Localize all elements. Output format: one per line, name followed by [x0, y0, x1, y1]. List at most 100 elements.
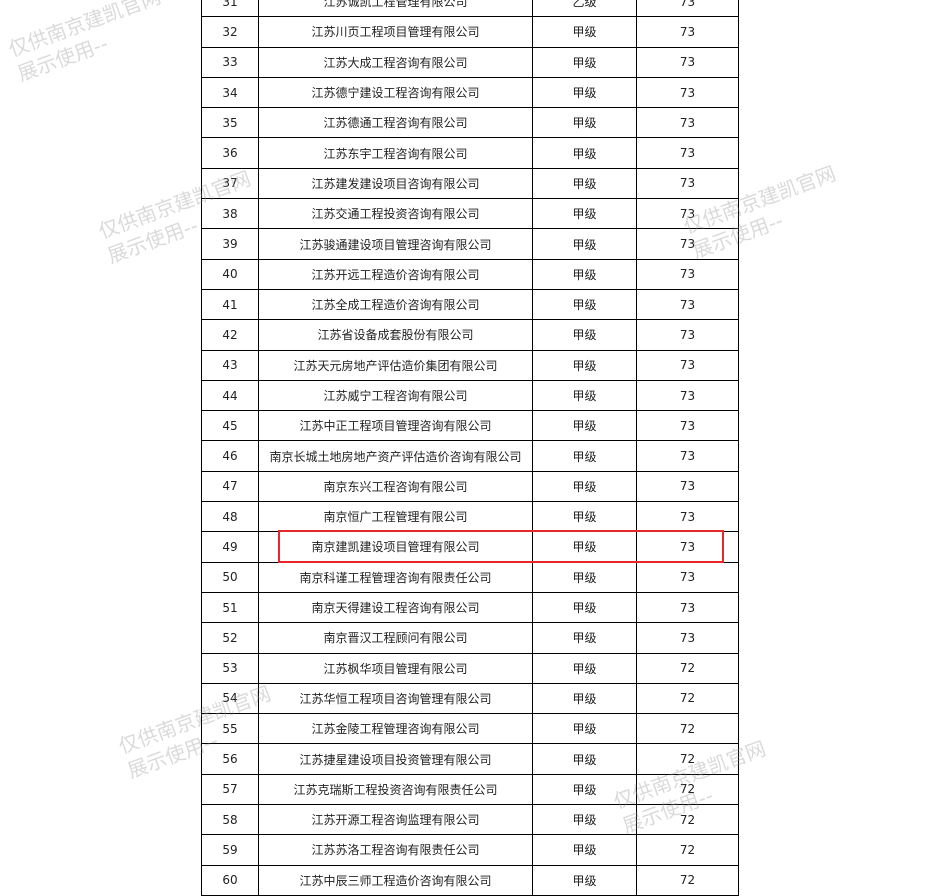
score-cell: 73 [636, 531, 739, 563]
rank-cell: 57 [201, 773, 259, 806]
grade-cell: 甲级 [532, 228, 637, 260]
score-cell: 73 [636, 410, 739, 442]
grade-cell: 乙级 [532, 0, 637, 18]
company-name-cell: 南京天得建设工程咨询有限公司 [258, 591, 533, 624]
rank-cell: 37 [201, 167, 259, 200]
company-name-cell: 江苏苏洛工程咨询有限责任公司 [258, 834, 533, 866]
rank-cell: 56 [201, 743, 259, 775]
score-cell: 72 [636, 834, 739, 866]
company-name-cell: 江苏枫华项目管理有限公司 [258, 652, 533, 684]
score-cell: 73 [636, 258, 739, 290]
rank-cell: 47 [201, 470, 259, 503]
table-row: 58 江苏开源工程咨询监理有限公司 甲级 72 [201, 804, 739, 836]
company-name-cell: 江苏诚凯工程管理有限公司 [258, 0, 533, 18]
grade-cell: 甲级 [532, 622, 637, 654]
grade-cell: 甲级 [532, 288, 637, 321]
company-name-cell: 江苏交通工程投资咨询有限公司 [258, 198, 533, 230]
rank-cell: 40 [201, 258, 259, 290]
grade-cell: 甲级 [532, 319, 637, 351]
table-row: 35 江苏德通工程咨询有限公司 甲级 73 [201, 107, 739, 139]
company-name-cell: 江苏中辰三师工程造价咨询有限公司 [258, 864, 533, 896]
company-name-cell: 南京科谨工程管理咨询有限责任公司 [258, 561, 533, 593]
table-row: 47 南京东兴工程咨询有限公司 甲级 73 [201, 470, 739, 503]
table-row: 44 江苏威宁工程咨询有限公司 甲级 73 [201, 379, 739, 412]
company-name-cell: 南京东兴工程咨询有限公司 [258, 470, 533, 503]
grade-cell: 甲级 [532, 379, 637, 412]
score-cell: 73 [636, 198, 739, 230]
company-name-cell: 南京恒广工程管理有限公司 [258, 501, 533, 533]
rank-cell: 36 [201, 137, 259, 169]
grade-cell: 甲级 [532, 531, 637, 563]
grade-cell: 甲级 [532, 258, 637, 290]
table-row: 36 江苏东宇工程咨询有限公司 甲级 73 [201, 137, 739, 169]
rank-cell: 33 [201, 46, 259, 78]
company-name-cell: 江苏全成工程造价咨询有限公司 [258, 288, 533, 321]
grade-cell: 甲级 [532, 470, 637, 503]
score-cell: 73 [636, 319, 739, 351]
grade-cell: 甲级 [532, 198, 637, 230]
company-name-cell: 江苏大成工程咨询有限公司 [258, 46, 533, 78]
rank-cell: 55 [201, 713, 259, 745]
score-cell: 73 [636, 440, 739, 472]
grade-cell: 甲级 [532, 410, 637, 442]
table-row: 51 南京天得建设工程咨询有限公司 甲级 73 [201, 591, 739, 624]
score-cell: 72 [636, 743, 739, 775]
company-name-cell: 江苏中正工程项目管理咨询有限公司 [258, 410, 533, 442]
table-row: 59 江苏苏洛工程咨询有限责任公司 甲级 72 [201, 834, 739, 866]
score-cell: 73 [636, 46, 739, 78]
table-row: 32 江苏川页工程项目管理有限公司 甲级 73 [201, 16, 739, 48]
company-name-cell: 江苏华恒工程项目咨询管理有限公司 [258, 682, 533, 715]
score-cell: 73 [636, 349, 739, 381]
rank-cell: 60 [201, 864, 259, 896]
table-row: 31 江苏诚凯工程管理有限公司 乙级 73 [201, 0, 739, 18]
grade-cell: 甲级 [532, 137, 637, 169]
score-cell: 72 [636, 713, 739, 745]
company-name-cell: 江苏金陵工程管理咨询有限公司 [258, 713, 533, 745]
grade-cell: 甲级 [532, 76, 637, 109]
grade-cell: 甲级 [532, 167, 637, 200]
score-cell: 73 [636, 167, 739, 200]
rank-cell: 54 [201, 682, 259, 715]
score-cell: 73 [636, 107, 739, 139]
score-cell: 73 [636, 470, 739, 503]
company-name-cell: 江苏克瑞斯工程投资咨询有限责任公司 [258, 773, 533, 806]
score-cell: 73 [636, 76, 739, 109]
grade-cell: 甲级 [532, 16, 637, 48]
rank-cell: 38 [201, 198, 259, 230]
rank-cell: 59 [201, 834, 259, 866]
rank-cell: 50 [201, 561, 259, 593]
score-cell: 73 [636, 622, 739, 654]
table-row: 53 江苏枫华项目管理有限公司 甲级 72 [201, 652, 739, 684]
rank-cell: 35 [201, 107, 259, 139]
grade-cell: 甲级 [532, 682, 637, 715]
company-name-cell: 江苏开远工程造价咨询有限公司 [258, 258, 533, 290]
table-row: 38 江苏交通工程投资咨询有限公司 甲级 73 [201, 198, 739, 230]
table-row: 45 江苏中正工程项目管理咨询有限公司 甲级 73 [201, 410, 739, 442]
grade-cell: 甲级 [532, 440, 637, 472]
grade-cell: 甲级 [532, 561, 637, 593]
grade-cell: 甲级 [532, 501, 637, 533]
score-cell: 73 [636, 501, 739, 533]
table-row: 50 南京科谨工程管理咨询有限责任公司 甲级 73 [201, 561, 739, 593]
ranking-table: 31 江苏诚凯工程管理有限公司 乙级 73 32 江苏川页工程项目管理有限公司 甲级 73 33… [201, 0, 739, 896]
rank-cell: 45 [201, 410, 259, 442]
table-row: 54 江苏华恒工程项目咨询管理有限公司 甲级 72 [201, 682, 739, 715]
grade-cell: 甲级 [532, 804, 637, 836]
grade-cell: 甲级 [532, 773, 637, 806]
table-row: 40 江苏开远工程造价咨询有限公司 甲级 73 [201, 258, 739, 290]
table-row: 37 江苏建发建设项目咨询有限公司 甲级 73 [201, 167, 739, 200]
company-name-cell: 江苏省设备成套股份有限公司 [258, 319, 533, 351]
grade-cell: 甲级 [532, 713, 637, 745]
table-row: 49 南京建凯建设项目管理有限公司 甲级 73 [201, 531, 739, 563]
score-cell: 72 [636, 652, 739, 684]
table-row: 48 南京恒广工程管理有限公司 甲级 73 [201, 501, 739, 533]
rank-cell: 48 [201, 501, 259, 533]
table-row: 39 江苏骏通建设项目管理咨询有限公司 甲级 73 [201, 228, 739, 260]
rank-cell: 46 [201, 440, 259, 472]
grade-cell: 甲级 [532, 864, 637, 896]
table-row: 33 江苏大成工程咨询有限公司 甲级 73 [201, 46, 739, 78]
rank-cell: 44 [201, 379, 259, 412]
grade-cell: 甲级 [532, 107, 637, 139]
score-cell: 73 [636, 379, 739, 412]
company-name-cell: 江苏开源工程咨询监理有限公司 [258, 804, 533, 836]
